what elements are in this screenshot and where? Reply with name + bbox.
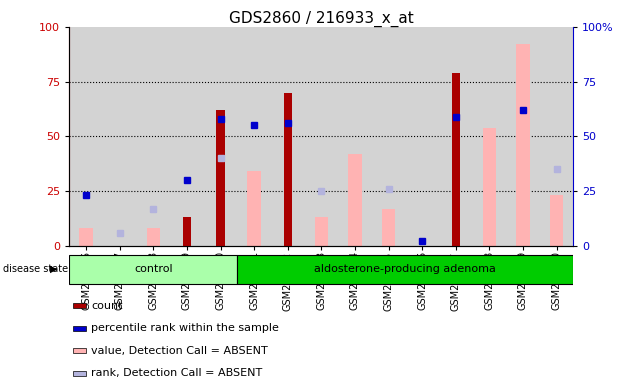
Bar: [314, 217, 328, 246]
Bar: [516, 45, 530, 246]
Bar: [103, 27, 137, 246]
Bar: [271, 27, 304, 246]
Bar: [216, 110, 225, 246]
Bar: [472, 27, 506, 246]
Bar: [73, 371, 86, 376]
Bar: [372, 27, 405, 246]
Bar: [203, 27, 238, 246]
Bar: [284, 93, 292, 246]
Bar: [304, 27, 338, 246]
Text: value, Detection Call = ABSENT: value, Detection Call = ABSENT: [91, 346, 268, 356]
Bar: [506, 27, 540, 246]
Text: control: control: [134, 264, 173, 274]
Bar: [248, 171, 261, 246]
Bar: [170, 27, 203, 246]
Title: GDS2860 / 216933_x_at: GDS2860 / 216933_x_at: [229, 11, 414, 27]
Bar: [73, 326, 86, 331]
Bar: [382, 209, 395, 246]
Bar: [73, 348, 86, 353]
Bar: [540, 27, 573, 246]
Text: ▶: ▶: [50, 264, 58, 274]
Text: rank, Detection Call = ABSENT: rank, Detection Call = ABSENT: [91, 368, 263, 378]
Bar: [452, 73, 460, 246]
Bar: [147, 228, 160, 246]
Bar: [69, 27, 103, 246]
Bar: [483, 127, 496, 246]
Bar: [439, 27, 472, 246]
Text: aldosterone-producing adenoma: aldosterone-producing adenoma: [314, 264, 496, 274]
Bar: [238, 27, 271, 246]
Text: count: count: [91, 301, 123, 311]
Text: percentile rank within the sample: percentile rank within the sample: [91, 323, 279, 333]
Text: disease state: disease state: [3, 264, 68, 274]
Bar: [550, 195, 563, 246]
Bar: [405, 27, 439, 246]
Bar: [79, 228, 93, 246]
FancyBboxPatch shape: [238, 255, 573, 285]
Bar: [348, 154, 362, 246]
Bar: [73, 303, 86, 308]
Bar: [137, 27, 170, 246]
FancyBboxPatch shape: [69, 255, 238, 285]
Bar: [338, 27, 372, 246]
Bar: [183, 217, 191, 246]
